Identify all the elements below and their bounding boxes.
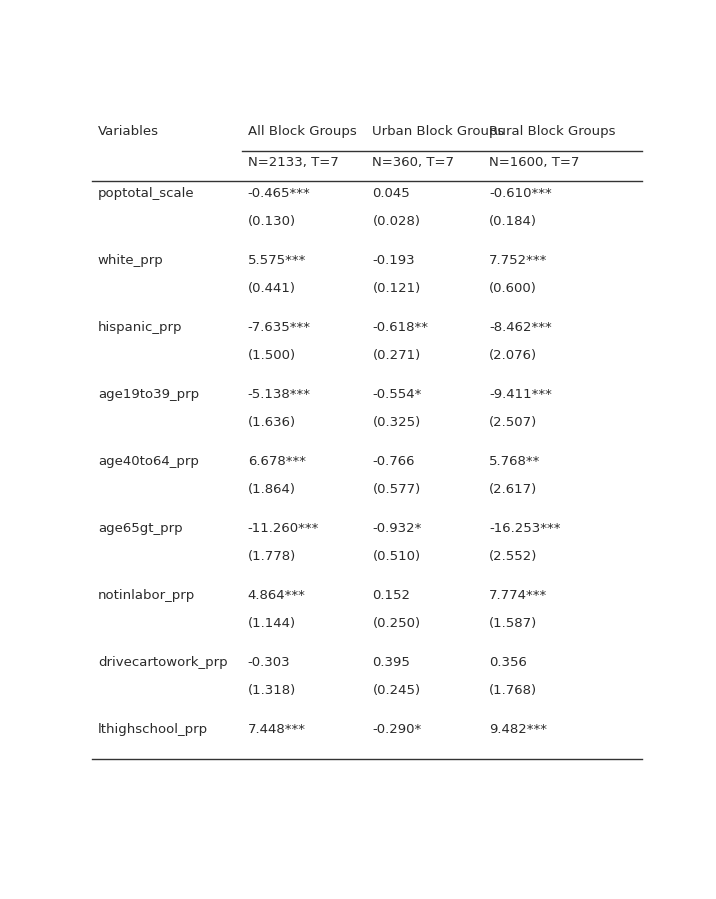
Text: (1.636): (1.636) [248, 416, 296, 429]
Text: (0.245): (0.245) [372, 683, 420, 697]
Text: (2.507): (2.507) [489, 416, 537, 429]
Text: N=1600, T=7: N=1600, T=7 [489, 156, 579, 169]
Text: (0.130): (0.130) [248, 215, 296, 228]
Text: -0.303: -0.303 [248, 656, 290, 669]
Text: 7.774***: 7.774*** [489, 589, 547, 602]
Text: (0.271): (0.271) [372, 349, 421, 362]
Text: 7.752***: 7.752*** [489, 254, 548, 267]
Text: -0.465***: -0.465*** [248, 188, 311, 200]
Text: hispanic_prp: hispanic_prp [98, 321, 183, 334]
Text: -0.766: -0.766 [372, 455, 415, 468]
Text: 0.395: 0.395 [372, 656, 410, 669]
Text: (0.577): (0.577) [372, 483, 421, 496]
Text: Urban Block Groups: Urban Block Groups [372, 125, 505, 138]
Text: -0.610***: -0.610*** [489, 188, 552, 200]
Text: age40to64_prp: age40to64_prp [98, 455, 199, 468]
Text: (1.864): (1.864) [248, 483, 296, 496]
Text: (0.028): (0.028) [372, 215, 420, 228]
Text: white_prp: white_prp [98, 254, 163, 267]
Text: -9.411***: -9.411*** [489, 388, 552, 401]
Text: age19to39_prp: age19to39_prp [98, 388, 199, 401]
Text: (0.325): (0.325) [372, 416, 421, 429]
Text: All Block Groups: All Block Groups [248, 125, 357, 138]
Text: (1.318): (1.318) [248, 683, 296, 697]
Text: -16.253***: -16.253*** [489, 522, 561, 535]
Text: (0.121): (0.121) [372, 282, 421, 295]
Text: (2.552): (2.552) [489, 550, 538, 563]
Text: -0.618**: -0.618** [372, 321, 428, 334]
Text: -11.260***: -11.260*** [248, 522, 319, 535]
Text: 5.575***: 5.575*** [248, 254, 306, 267]
Text: N=2133, T=7: N=2133, T=7 [248, 156, 339, 169]
Text: (0.441): (0.441) [248, 282, 296, 295]
Text: (1.768): (1.768) [489, 683, 537, 697]
Text: 0.045: 0.045 [372, 188, 410, 200]
Text: notinlabor_prp: notinlabor_prp [98, 589, 195, 602]
Text: lthighschool_prp: lthighschool_prp [98, 723, 208, 735]
Text: (0.250): (0.250) [372, 617, 420, 629]
Text: 5.768**: 5.768** [489, 455, 541, 468]
Text: (1.500): (1.500) [248, 349, 296, 362]
Text: -7.635***: -7.635*** [248, 321, 311, 334]
Text: 4.864***: 4.864*** [248, 589, 306, 602]
Text: (0.600): (0.600) [489, 282, 537, 295]
Text: N=360, T=7: N=360, T=7 [372, 156, 455, 169]
Text: Variables: Variables [98, 125, 159, 138]
Text: 7.448***: 7.448*** [248, 723, 306, 735]
Text: (1.778): (1.778) [248, 550, 296, 563]
Text: 6.678***: 6.678*** [248, 455, 306, 468]
Text: Rural Block Groups: Rural Block Groups [489, 125, 616, 138]
Text: -5.138***: -5.138*** [248, 388, 311, 401]
Text: age65gt_prp: age65gt_prp [98, 522, 183, 535]
Text: 0.152: 0.152 [372, 589, 410, 602]
Text: -0.932*: -0.932* [372, 522, 422, 535]
Text: -8.462***: -8.462*** [489, 321, 552, 334]
Text: (2.076): (2.076) [489, 349, 537, 362]
Text: drivecartowork_prp: drivecartowork_prp [98, 656, 228, 669]
Text: (2.617): (2.617) [489, 483, 537, 496]
Text: (0.510): (0.510) [372, 550, 420, 563]
Text: 9.482***: 9.482*** [489, 723, 547, 735]
Text: -0.193: -0.193 [372, 254, 415, 267]
Text: (1.144): (1.144) [248, 617, 296, 629]
Text: (1.587): (1.587) [489, 617, 537, 629]
Text: poptotal_scale: poptotal_scale [98, 188, 195, 200]
Text: -0.290*: -0.290* [372, 723, 422, 735]
Text: -0.554*: -0.554* [372, 388, 422, 401]
Text: (0.184): (0.184) [489, 215, 537, 228]
Text: 0.356: 0.356 [489, 656, 527, 669]
